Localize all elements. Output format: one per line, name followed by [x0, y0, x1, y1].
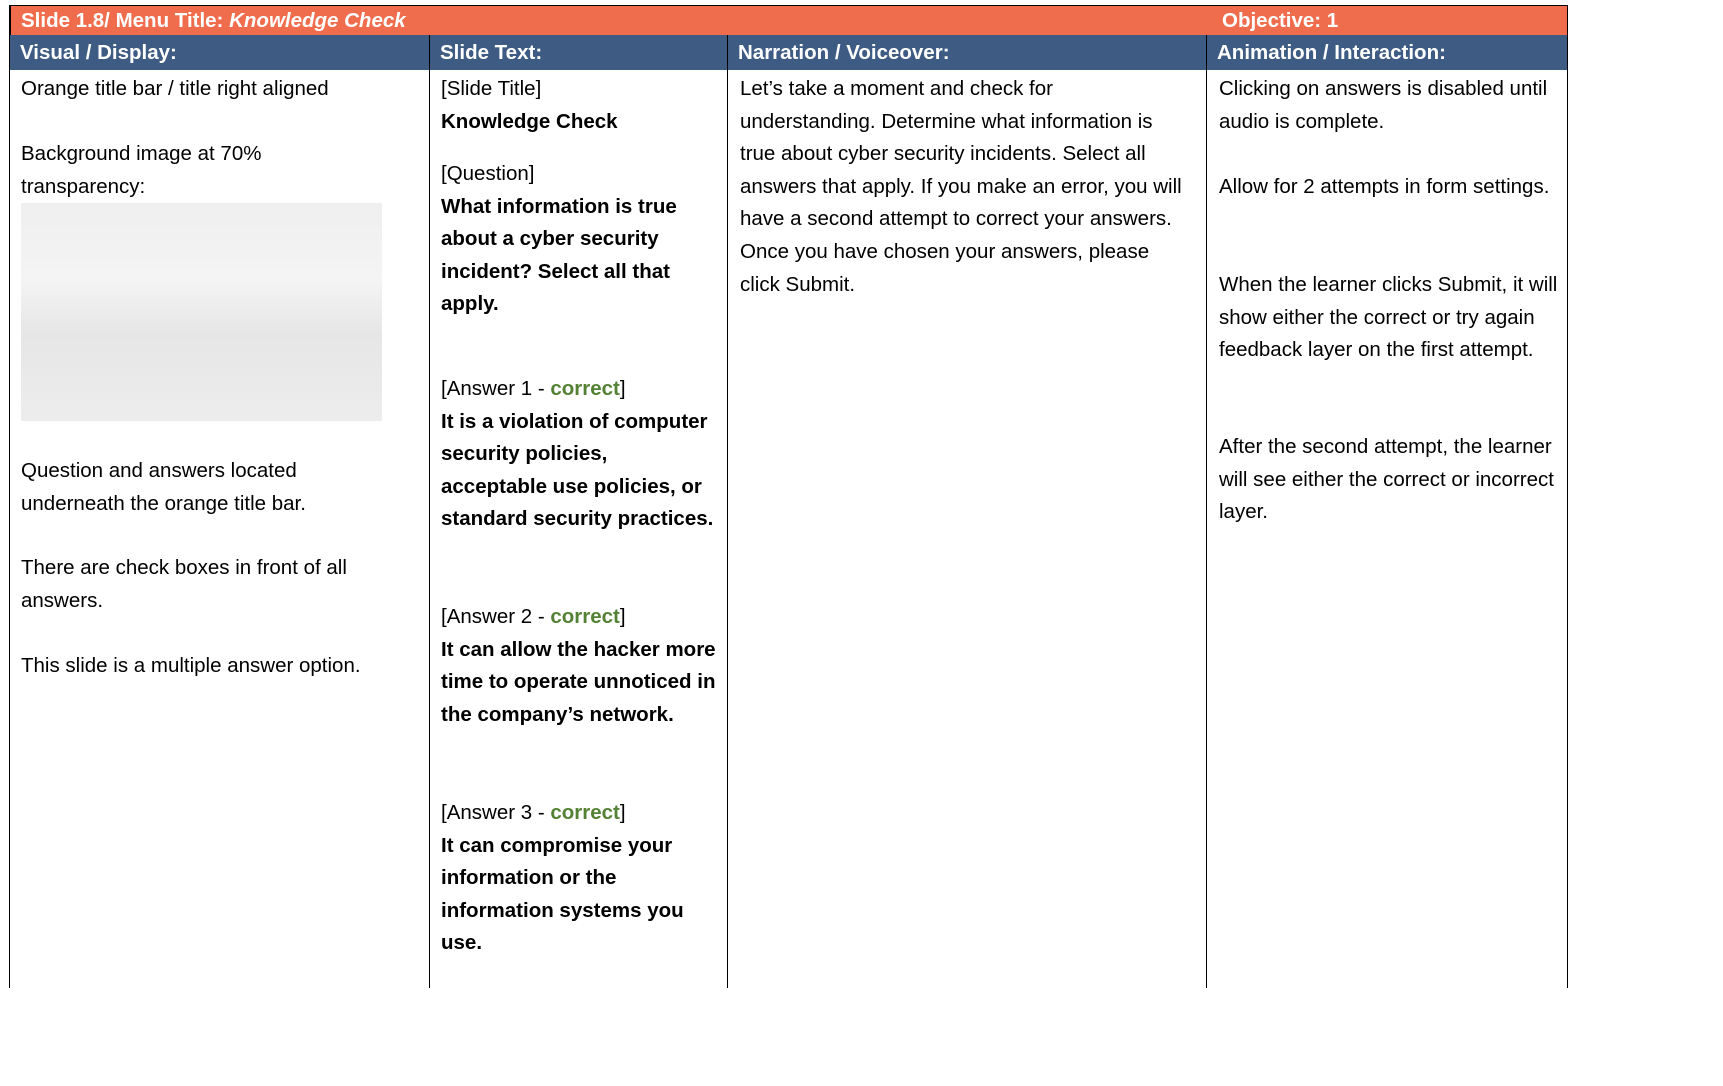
animation-note: After the second attempt, the learner wi…: [1219, 435, 1554, 524]
answer-label: [Answer 1 -: [441, 377, 545, 400]
slide-title-block: [Slide Title] Knowledge Check: [441, 73, 721, 138]
border: [9, 5, 10, 988]
answer-label: ]: [619, 377, 626, 400]
question: What information is true about a cyber s…: [441, 194, 677, 316]
border: [1567, 5, 1568, 988]
visual-note: There are check boxes in front of all an…: [21, 556, 347, 612]
answer-status: correct: [550, 605, 620, 628]
objective: Objective: 1: [1222, 9, 1339, 32]
answer-text: It is a violation of computer security p…: [441, 409, 714, 531]
menu-title: Knowledge Check: [229, 9, 406, 32]
answer-label: ]: [619, 801, 626, 824]
animation-note: Clicking on answers is disabled until au…: [1219, 77, 1548, 133]
column-header: Narration / Voiceover:: [728, 35, 1207, 70]
column-header: Slide Text:: [430, 35, 728, 70]
label: [Slide Title]: [441, 77, 542, 100]
question-block: [Question] What information is true abou…: [441, 158, 721, 321]
title-bar: Slide 1.8/ Menu Title: Knowledge Check O…: [10, 5, 1568, 35]
answer: [Answer 2 - correct] It can allow the hac…: [441, 601, 716, 731]
answer: [Answer 1 - correct] It is a violation of…: [441, 373, 716, 536]
slide-title: Knowledge Check: [441, 109, 618, 133]
answer: [Answer 3 - correct] It can compromise yo…: [441, 797, 716, 960]
animation-note: Allow for 2 attempts in form settings.: [1219, 175, 1550, 198]
visual-note: This slide is a multiple answer option.: [21, 654, 361, 677]
border: [727, 35, 728, 988]
answer-text: It can allow the hacker more time to ope…: [441, 637, 716, 726]
animation-note: When the learner clicks Submit, it will …: [1219, 273, 1558, 362]
column-header: Animation / Interaction:: [1207, 35, 1568, 70]
answer-label: ]: [619, 605, 626, 628]
answer-label: [Answer 2 -: [441, 605, 545, 628]
border: [1206, 35, 1207, 988]
answer-status: correct: [550, 801, 620, 824]
visual-note: Orange title bar / title right aligned: [21, 77, 329, 100]
slide-label: Slide 1.8/ Menu Title:: [21, 9, 224, 32]
background-image: [21, 203, 382, 421]
answer-text: It can compromise your information or th…: [441, 833, 684, 955]
visual-note: Background image at 70% transparency:: [21, 142, 262, 198]
answer-label: [Answer 3 -: [441, 801, 545, 824]
column-header: Visual / Display:: [10, 35, 430, 70]
visual-note: Question and answers located underneath …: [21, 459, 306, 515]
label: [Question]: [441, 162, 535, 185]
narration: Let’s take a moment and check for unders…: [740, 77, 1182, 296]
answer-status: correct: [550, 377, 620, 400]
border: [429, 35, 430, 988]
